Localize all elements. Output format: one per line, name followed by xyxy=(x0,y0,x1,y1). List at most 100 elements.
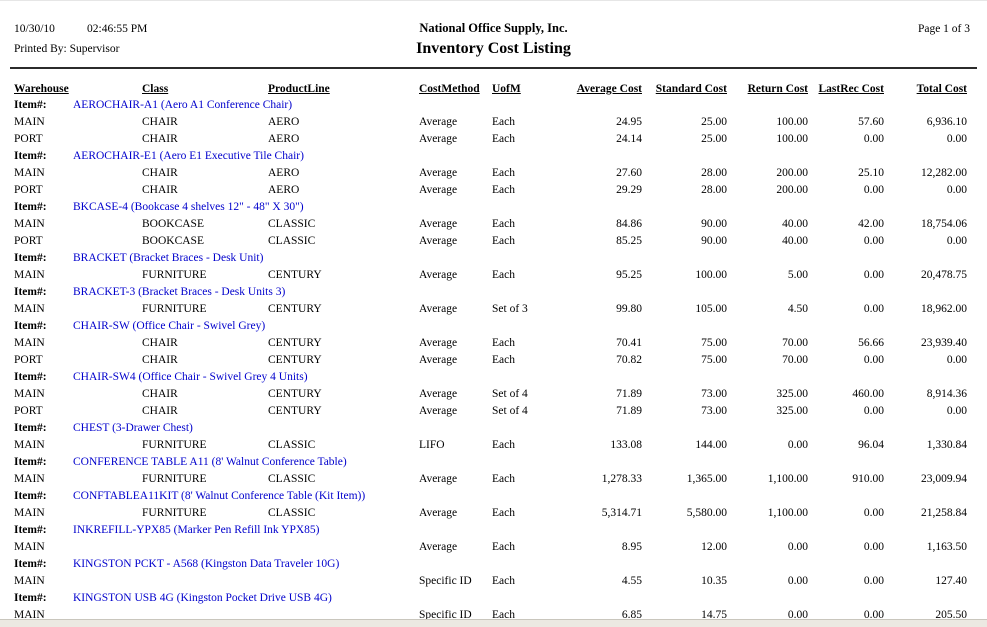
item-number-link[interactable]: KINGSTON PCKT - A568 (Kingston Data Trav… xyxy=(73,558,340,570)
average-cost-cell: 24.14 xyxy=(616,133,642,145)
report-date: 10/30/10 xyxy=(14,23,55,35)
standard-cost-cell: 75.00 xyxy=(701,337,727,349)
class-cell: CHAIR xyxy=(142,337,178,349)
uom-cell: Each xyxy=(492,439,515,451)
average-cost-cell: 24.95 xyxy=(616,116,642,128)
return-cost-cell: 200.00 xyxy=(776,184,808,196)
product-line-cell: AERO xyxy=(268,167,300,179)
return-cost-cell: 70.00 xyxy=(782,337,808,349)
class-cell: FURNITURE xyxy=(142,507,207,519)
warehouse-cell: MAIN xyxy=(14,609,45,621)
last-rec-cost-cell: 25.10 xyxy=(858,167,884,179)
item-number-label: Item#: xyxy=(14,558,47,570)
standard-cost-cell: 144.00 xyxy=(695,439,727,451)
class-cell: CHAIR xyxy=(142,116,178,128)
warehouse-detail-row: MAIN FURNITURE CENTURY Average Set of 3 99.80… xyxy=(0,301,987,318)
item-number-link[interactable]: BKCASE-4 (Bookcase 4 shelves 12" - 48" X… xyxy=(73,201,304,213)
total-cost-cell: 0.00 xyxy=(946,354,967,366)
item-number-link[interactable]: BRACKET (Bracket Braces - Desk Unit) xyxy=(73,252,264,264)
average-cost-cell: 70.41 xyxy=(616,337,642,349)
header-divider-line xyxy=(10,67,977,69)
item-number-link[interactable]: CHEST (3-Drawer Chest) xyxy=(73,422,193,434)
product-line-cell: CLASSIC xyxy=(268,473,316,485)
class-cell: BOOKCASE xyxy=(142,218,204,230)
window-bottom-band xyxy=(0,619,987,627)
return-cost-cell: 4.50 xyxy=(787,303,808,315)
class-cell: CHAIR xyxy=(142,354,178,366)
item-group-row: Item#: AEROCHAIR-A1 (Aero A1 Conference C… xyxy=(0,97,987,114)
last-rec-cost-cell: 0.00 xyxy=(863,235,884,247)
uom-cell: Set of 4 xyxy=(492,405,528,417)
item-number-link[interactable]: AEROCHAIR-E1 (Aero E1 Executive Tile Cha… xyxy=(73,150,304,162)
return-cost-cell: 325.00 xyxy=(776,405,808,417)
cost-method-cell: Average xyxy=(419,473,458,485)
item-group-row: Item#: BRACKET (Bracket Braces - Desk Uni… xyxy=(0,250,987,267)
product-line-cell: CENTURY xyxy=(268,269,322,281)
total-cost-cell: 0.00 xyxy=(946,133,967,145)
col-header-average-cost: Average Cost xyxy=(576,83,642,95)
class-cell: CHAIR xyxy=(142,167,178,179)
item-number-link[interactable]: KINGSTON USB 4G (Kingston Pocket Drive U… xyxy=(73,592,332,604)
total-cost-cell: 1,163.50 xyxy=(926,541,967,553)
return-cost-cell: 100.00 xyxy=(776,116,808,128)
product-line-cell: CENTURY xyxy=(268,405,322,417)
last-rec-cost-cell: 42.00 xyxy=(858,218,884,230)
standard-cost-cell: 10.35 xyxy=(701,575,727,587)
total-cost-cell: 23,009.94 xyxy=(921,473,967,485)
last-rec-cost-cell: 0.00 xyxy=(863,269,884,281)
cost-method-cell: Average xyxy=(419,218,458,230)
item-number-link[interactable]: AEROCHAIR-A1 (Aero A1 Conference Chair) xyxy=(73,99,293,111)
item-number-label: Item#: xyxy=(14,371,47,383)
item-group-row: Item#: BKCASE-4 (Bookcase 4 shelves 12" -… xyxy=(0,199,987,216)
item-number-link[interactable]: CHAIR-SW (Office Chair - Swivel Grey) xyxy=(73,320,266,332)
item-number-link[interactable]: INKREFILL-YPX85 (Marker Pen Refill Ink Y… xyxy=(73,524,320,536)
uom-cell: Each xyxy=(492,575,515,587)
warehouse-detail-row: MAIN FURNITURE CLASSIC Average Each 1,278.33 1… xyxy=(0,471,987,488)
warehouse-cell: MAIN xyxy=(14,541,45,553)
col-header-lastrec-cost: LastRec Cost xyxy=(818,83,884,95)
item-number-label: Item#: xyxy=(14,99,47,111)
product-line-cell: CENTURY xyxy=(268,337,322,349)
cost-method-cell: Average xyxy=(419,303,458,315)
total-cost-cell: 0.00 xyxy=(946,184,967,196)
last-rec-cost-cell: 0.00 xyxy=(863,507,884,519)
class-cell: BOOKCASE xyxy=(142,235,204,247)
standard-cost-cell: 28.00 xyxy=(701,167,727,179)
item-group-row: Item#: KINGSTON PCKT - A568 (Kingston Dat… xyxy=(0,556,987,573)
standard-cost-cell: 100.00 xyxy=(695,269,727,281)
cost-method-cell: Specific ID xyxy=(419,575,472,587)
warehouse-detail-row: PORT CHAIR AERO Average Each 29.29 28.00 200.00… xyxy=(0,182,987,199)
item-number-link[interactable]: CONFTABLEA11KIT (8' Walnut Conference Ta… xyxy=(73,490,366,502)
total-cost-cell: 0.00 xyxy=(946,235,967,247)
standard-cost-cell: 105.00 xyxy=(695,303,727,315)
total-cost-cell: 205.50 xyxy=(935,609,967,621)
average-cost-cell: 27.60 xyxy=(616,167,642,179)
warehouse-cell: MAIN xyxy=(14,116,45,128)
warehouse-detail-row: MAIN FURNITURE CLASSIC Average Each 5,314.71 5… xyxy=(0,505,987,522)
item-number-label: Item#: xyxy=(14,456,47,468)
standard-cost-cell: 5,580.00 xyxy=(686,507,727,519)
cost-method-cell: Average xyxy=(419,167,458,179)
return-cost-cell: 1,100.00 xyxy=(767,507,808,519)
total-cost-cell: 0.00 xyxy=(946,405,967,417)
uom-cell: Each xyxy=(492,133,515,145)
item-number-link[interactable]: CONFERENCE TABLE A11 (8' Walnut Conferen… xyxy=(73,456,347,468)
column-headers: Warehouse Class ProductLine CostMethod UofM A… xyxy=(0,81,987,96)
warehouse-cell: MAIN xyxy=(14,269,45,281)
return-cost-cell: 325.00 xyxy=(776,388,808,400)
average-cost-cell: 84.86 xyxy=(616,218,642,230)
warehouse-detail-row: PORT CHAIR AERO Average Each 24.14 25.00 100.00… xyxy=(0,131,987,148)
item-number-link[interactable]: BRACKET-3 (Bracket Braces - Desk Units 3… xyxy=(73,286,286,298)
return-cost-cell: 1,100.00 xyxy=(767,473,808,485)
warehouse-detail-row: MAIN FURNITURE CLASSIC LIFO Each 133.08 144.00… xyxy=(0,437,987,454)
item-number-link[interactable]: CHAIR-SW4 (Office Chair - Swivel Grey 4 … xyxy=(73,371,308,383)
cost-method-cell: Average xyxy=(419,133,458,145)
class-cell: FURNITURE xyxy=(142,473,207,485)
warehouse-detail-row: PORT CHAIR CENTURY Average Set of 4 71.89 73.0… xyxy=(0,403,987,420)
total-cost-cell: 12,282.00 xyxy=(921,167,967,179)
product-line-cell: CENTURY xyxy=(268,388,322,400)
uom-cell: Set of 3 xyxy=(492,303,528,315)
standard-cost-cell: 73.00 xyxy=(701,405,727,417)
warehouse-detail-row: PORT BOOKCASE CLASSIC Average Each 85.25 90.00… xyxy=(0,233,987,250)
return-cost-cell: 5.00 xyxy=(787,269,808,281)
